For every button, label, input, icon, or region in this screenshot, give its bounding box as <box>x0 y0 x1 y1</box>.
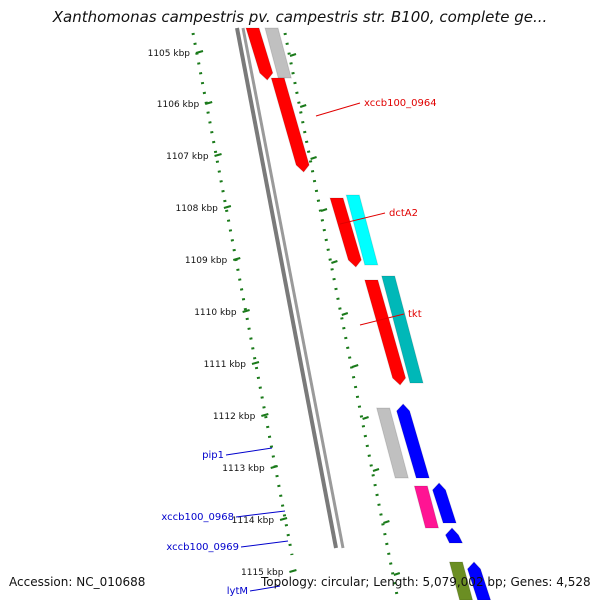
tick-mark <box>261 413 269 417</box>
label-connector <box>225 447 273 456</box>
gene-label-dcta2[interactable]: dctA2 <box>389 208 418 219</box>
tick-mark-right <box>351 364 359 368</box>
tick-label: 1111 kbp <box>204 360 247 370</box>
gene-feature-dctA2[interactable] <box>345 194 379 266</box>
label-connector <box>240 540 289 548</box>
label-connector <box>249 585 281 592</box>
tick-label: 1107 kbp <box>166 152 209 162</box>
gene-feature-olive[interactable] <box>448 561 474 600</box>
tick-mark <box>242 309 250 313</box>
right-dotted-line <box>283 32 400 600</box>
tick-mark-right <box>310 156 317 160</box>
tick-mark <box>251 361 260 365</box>
gene-feature-tkt[interactable] <box>381 275 424 384</box>
left-dotted-line <box>191 32 294 556</box>
gene-feature-blue-1[interactable] <box>396 403 430 479</box>
tick-mark-right <box>331 260 338 264</box>
tick-mark-right <box>289 53 297 57</box>
genome-backbone <box>235 27 345 549</box>
tick-mark-right <box>393 572 401 576</box>
gene-feature-xccb100-0969[interactable] <box>444 527 464 544</box>
gene-feature-lytM[interactable] <box>466 561 492 600</box>
gene-feature-xccb100-0968[interactable] <box>413 485 440 529</box>
gene-label-xccb100_0969[interactable]: xccb100_0969 <box>166 542 239 553</box>
tick-mark-right <box>320 208 328 212</box>
tick-mark-right <box>341 312 349 316</box>
tick-label: 1106 kbp <box>157 100 200 110</box>
tick-mark-right <box>362 416 369 420</box>
tick-mark <box>232 257 241 261</box>
tick-mark <box>270 465 278 469</box>
gene-feature-gray-1[interactable] <box>264 27 292 79</box>
tick-label: 1109 kbp <box>185 256 228 266</box>
gene-feature-red-4[interactable] <box>364 279 407 386</box>
gene-feature-red-1[interactable] <box>245 27 274 81</box>
tick-label: 1114 kbp <box>232 516 275 526</box>
tick-mark-right <box>299 104 307 108</box>
tick-mark <box>223 205 232 209</box>
gene-label-lytm[interactable]: lytM <box>227 586 248 597</box>
tick-label: 1112 kbp <box>213 412 256 422</box>
gene-label-xccb100_0964[interactable]: xccb100_0964 <box>364 98 437 109</box>
tick-label: 1108 kbp <box>175 204 218 214</box>
gene-labels[interactable]: xccb100_0964 dctA2 tkt pip1 xccb100_0968xccb… <box>161 98 436 597</box>
gene-label-tkt[interactable]: tkt <box>408 309 422 320</box>
tick-mark <box>195 50 204 54</box>
tick-mark <box>279 517 288 521</box>
tick-mark-right <box>383 520 390 524</box>
label-connector <box>235 510 286 518</box>
gene-features[interactable] <box>245 27 492 600</box>
genome-summary-text: Topology: circular; Length: 5,079,002 bp… <box>261 575 591 589</box>
gene-feature-pip1[interactable] <box>376 407 409 479</box>
tick-mark <box>204 101 213 105</box>
tick-marks: 1105 kbp 1106 kbp 1107 kbp 1108 kbp 1109 kbp… <box>148 49 401 578</box>
dotted-guide-lines <box>191 32 400 600</box>
tick-label: 1110 kbp <box>194 308 237 318</box>
gene-label-pip1[interactable]: pip1 <box>202 450 224 461</box>
backbone-line-2 <box>241 27 345 549</box>
tick-label: 1113 kbp <box>222 464 265 474</box>
gene-feature-xccb100-0964[interactable] <box>270 77 310 173</box>
map-title: Xanthomonas campestris pv. campestris st… <box>52 8 548 26</box>
gene-label-xccb100_0968[interactable]: xccb100_0968 <box>161 512 234 523</box>
label-connector <box>315 102 361 117</box>
tick-label: 1105 kbp <box>148 49 191 59</box>
gene-feature-red-3[interactable] <box>329 197 362 268</box>
label-connector <box>359 313 405 326</box>
label-connector <box>339 212 386 225</box>
gene-feature-blue-2[interactable] <box>432 482 457 524</box>
backbone-line-1 <box>235 27 338 549</box>
tick-mark <box>214 153 222 157</box>
tick-mark-right <box>372 468 380 472</box>
accession-text: Accession: NC_010688 <box>9 575 146 589</box>
tick-label: 1115 kbp <box>241 568 284 578</box>
tick-mark <box>289 569 297 573</box>
